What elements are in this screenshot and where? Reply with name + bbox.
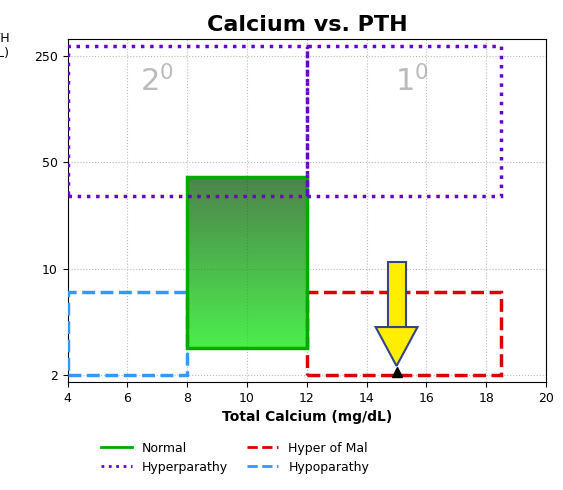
Text: 2$^0$: 2$^0$ [140,65,174,98]
Bar [187,334,307,337]
Bar [187,220,307,222]
Bar [187,183,307,185]
Bar [187,177,307,180]
Bar [187,317,307,320]
Bar [187,240,307,243]
Bar [187,231,307,234]
Bar [187,283,307,286]
Bar [187,322,307,325]
Bar [187,234,307,237]
Bar [187,271,307,274]
Bar [187,337,307,340]
Bar [187,197,307,200]
Bar [187,257,307,260]
Bar [187,177,307,348]
Bar [307,292,501,375]
Bar [187,260,307,263]
Bar [187,188,307,191]
Bar [187,245,307,248]
Y-axis label: PTH
(pg/mL): PTH (pg/mL) [0,32,10,60]
Bar [187,280,307,283]
Bar [187,288,307,291]
Bar [187,180,307,183]
Bar [187,343,307,345]
Bar [187,214,307,217]
Bar [187,314,307,317]
Bar [187,263,307,266]
Bar [307,46,501,196]
Bar [187,194,307,197]
Bar [187,217,307,220]
Text: 1$^0$: 1$^0$ [395,65,428,98]
Bar [187,243,307,245]
Bar [187,291,307,294]
Bar [187,225,307,228]
Bar [187,325,307,328]
Bar [187,297,307,300]
Bar [187,208,307,211]
Bar [187,185,307,188]
Bar [187,200,307,202]
Bar [187,248,307,251]
Title: Calcium vs. PTH: Calcium vs. PTH [207,15,407,35]
Bar [187,277,307,280]
Bar [187,294,307,297]
Bar [187,191,307,194]
X-axis label: Total Calcium (mg/dL): Total Calcium (mg/dL) [222,411,392,424]
Bar [187,274,307,277]
Bar [187,222,307,225]
Bar [187,211,307,214]
Legend: Normal, Hyperparathy, Hyper of Mal, Hypoparathy: Normal, Hyperparathy, Hyper of Mal, Hypo… [96,437,374,479]
Bar [68,46,307,196]
Bar [187,308,307,311]
Bar [187,305,307,308]
Bar [187,254,307,257]
Bar [187,269,307,271]
Bar [187,331,307,334]
Bar [187,340,307,343]
Bar [187,251,307,254]
Bar [187,300,307,303]
Bar [187,311,307,314]
Bar [187,205,307,208]
Bar [187,228,307,231]
Bar [187,237,307,240]
Polygon shape [376,327,418,366]
Bar [187,266,307,269]
Bar [187,202,307,205]
Polygon shape [387,262,405,327]
Bar [187,328,307,331]
Bar [187,286,307,288]
Bar [68,292,187,375]
Bar [187,320,307,322]
Bar [187,303,307,305]
Bar [187,345,307,348]
